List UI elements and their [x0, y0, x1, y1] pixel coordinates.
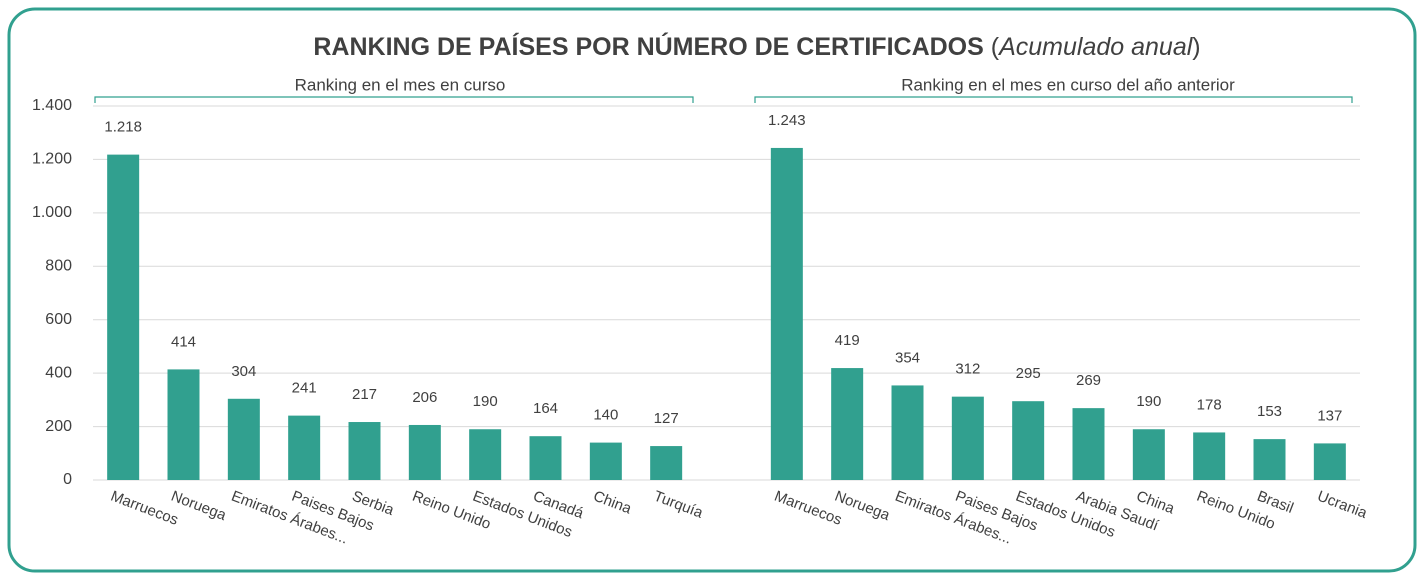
data-label: 354: [895, 349, 920, 366]
y-tick-label: 400: [45, 364, 72, 381]
y-tick-label: 800: [45, 258, 72, 275]
y-tick-label: 1.000: [32, 204, 72, 221]
group-label: Ranking en el mes en curso del año anter…: [901, 75, 1235, 94]
data-label: 217: [352, 386, 377, 403]
bar: [288, 415, 321, 480]
data-label: 269: [1076, 372, 1101, 389]
group-bracket: [94, 96, 694, 103]
chart-title: RANKING DE PAÍSES POR NÚMERO DE CERTIFIC…: [313, 31, 1200, 61]
bar: [469, 429, 502, 480]
bar: [227, 398, 260, 480]
data-label: 190: [1136, 393, 1161, 410]
group-label: Ranking en el mes en curso: [295, 75, 506, 94]
data-label: 1.218: [104, 119, 142, 136]
bar: [348, 422, 381, 480]
bar: [1193, 432, 1226, 480]
bar: [770, 147, 803, 481]
y-tick-label: 600: [45, 311, 72, 328]
data-label: 178: [1197, 396, 1222, 413]
data-label: 206: [412, 389, 437, 406]
data-label: 190: [473, 393, 498, 410]
data-label: 312: [955, 361, 980, 378]
bar: [1072, 408, 1105, 480]
data-label: 164: [533, 400, 558, 417]
data-label: 137: [1317, 407, 1342, 424]
y-tick-label: 1.200: [32, 151, 72, 168]
bar: [1253, 439, 1286, 480]
title-main: RANKING DE PAÍSES POR NÚMERO DE CERTIFIC…: [313, 31, 983, 61]
bar: [408, 424, 441, 480]
data-label: 127: [654, 410, 679, 427]
data-label: 1.243: [768, 112, 806, 129]
bar: [650, 446, 683, 480]
bar: [1012, 401, 1045, 480]
bar: [589, 442, 622, 480]
data-label: 295: [1016, 365, 1041, 382]
y-tick-label: 200: [45, 418, 72, 435]
subtitle-open: (: [991, 33, 1000, 61]
bar: [1313, 443, 1346, 480]
data-label: 241: [292, 380, 317, 397]
bar: [167, 369, 200, 480]
y-tick-label: 0: [63, 471, 72, 488]
data-label: 414: [171, 333, 196, 350]
subtitle-close: ): [1192, 33, 1200, 61]
data-label: 153: [1257, 403, 1282, 420]
y-tick-label: 1.400: [32, 97, 72, 114]
data-label: 140: [593, 407, 618, 424]
bar: [891, 385, 924, 480]
bar: [529, 436, 562, 480]
group-bracket: [754, 96, 1353, 103]
data-label: 304: [231, 363, 256, 380]
bar: [951, 396, 984, 480]
bar: [1132, 429, 1165, 480]
data-label: 419: [835, 332, 860, 349]
bar: [107, 154, 140, 480]
subtitle: Acumulado anual: [997, 33, 1194, 61]
bar: [831, 368, 864, 480]
